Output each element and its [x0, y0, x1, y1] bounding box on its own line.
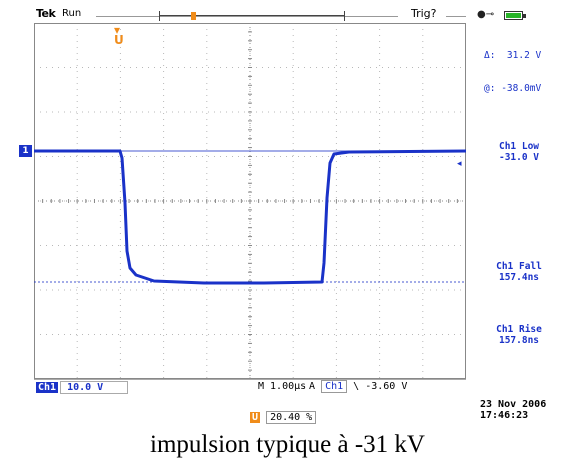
trigger-readout[interactable]: A Ch1 \ -3.60 V [309, 380, 408, 393]
record-window-indicator [191, 12, 196, 20]
trigger-mode: A [309, 381, 316, 392]
horizontal-position-readout[interactable]: U 20.40 % [250, 411, 317, 424]
date-text: 23 Nov 2006 [480, 399, 547, 410]
ch1-tag: Ch1 [36, 382, 59, 393]
record-view-bar [159, 11, 345, 21]
measurement-label: Ch1 Fall [496, 261, 542, 272]
trigger-level: -3.60 V [365, 381, 408, 392]
horizontal-position-value: 20.40 % [266, 411, 317, 424]
top-divider-right [446, 16, 466, 17]
measurement-label: Ch1 Low [498, 141, 540, 152]
reference-arrow-icon: ◂ [457, 159, 462, 169]
timebase-readout[interactable]: M 1.00µs [258, 381, 307, 392]
timestamp: 23 Nov 2006 17:46:23 [480, 399, 546, 421]
cursor-delta-value: 31.2 V [506, 50, 542, 61]
brand-logo: Tek [36, 7, 56, 20]
trigger-state: Trig? [411, 7, 437, 20]
trigger-position-icon: ▾ U [114, 23, 124, 47]
top-divider [96, 16, 398, 17]
trigger-source: Ch1 [321, 380, 348, 393]
measurement-value: 157.8ns [498, 335, 540, 346]
cursor-at-value: -38.0mV [501, 83, 542, 94]
battery-icon [504, 11, 526, 20]
cursor-delta-label: Δ: [484, 50, 496, 61]
power-plug-icon: ●⊸ [477, 9, 495, 20]
cursor-readout: Δ: 31.2 V @: -38.0mV [484, 28, 541, 105]
ch1-trace [34, 149, 466, 285]
ch1-volts-per-div: 10.0 V [60, 381, 129, 394]
time-text: 17:46:23 [480, 410, 529, 421]
measurement-ch1-rise: Ch1 Rise 157.8ns [484, 324, 554, 346]
waveform-display [34, 23, 466, 379]
ch1-ground-marker: 1 [19, 145, 32, 157]
figure-caption: impulsion typique à -31 kV [150, 431, 425, 458]
acquisition-status: Run [62, 8, 82, 19]
measurement-ch1-low: Ch1 Low -31.0 V [484, 141, 554, 163]
horizontal-position-tag: U [250, 412, 261, 423]
ch1-scale-readout[interactable]: Ch1 10.0 V [36, 381, 129, 394]
measurement-ch1-fall: Ch1 Fall 157.4ns [484, 261, 554, 283]
measurement-value: -31.0 V [498, 152, 540, 163]
measurement-label: Ch1 Rise [496, 324, 542, 335]
trigger-slope-icon: \ [353, 381, 360, 392]
bottom-divider [34, 379, 466, 380]
measurement-value: 157.4ns [498, 272, 540, 283]
cursor-at-label: @: [484, 83, 496, 94]
